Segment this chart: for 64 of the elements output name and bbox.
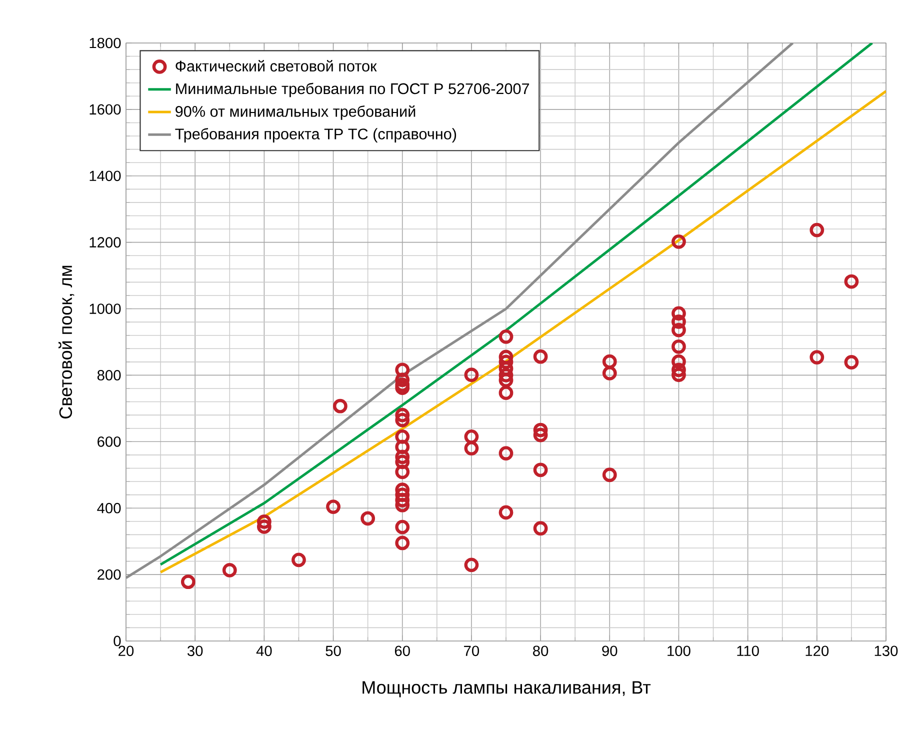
x-tick-label: 50 (326, 646, 341, 656)
y-tick-label: 200 (98, 569, 121, 580)
point (498, 505, 514, 520)
x-tick-label: 40 (256, 646, 272, 656)
point (464, 368, 479, 382)
point (395, 536, 410, 550)
point (602, 468, 617, 482)
legend-label: 90% от минимальных требований (176, 105, 416, 120)
point (464, 429, 479, 444)
point (810, 222, 824, 238)
point (395, 362, 410, 378)
point (360, 511, 376, 526)
point (395, 440, 410, 454)
y-tick-label: 1600 (90, 104, 121, 115)
y-tick-label: 1000 (90, 304, 121, 314)
point (326, 500, 340, 514)
x-tick-label: 90 (602, 646, 618, 656)
x-axis-title: Мощность лампы накаливания, Вт (362, 681, 651, 698)
point (498, 446, 514, 460)
point (844, 274, 859, 289)
point (672, 306, 686, 321)
x-tick-label: 60 (394, 646, 410, 656)
x-tick-label: 100 (668, 646, 690, 656)
y-tick-label: 1400 (90, 170, 121, 182)
point (602, 366, 617, 380)
x-tick-label: 30 (188, 646, 203, 656)
point (844, 355, 859, 370)
point (395, 520, 410, 534)
y-tick-label: 1800 (90, 38, 121, 48)
point (464, 441, 479, 456)
point (292, 552, 306, 568)
x-tick-label: 70 (464, 646, 480, 656)
point (498, 386, 514, 400)
point (533, 462, 548, 478)
point (672, 234, 686, 249)
x-tick-label: 110 (737, 646, 759, 656)
point (332, 398, 348, 414)
legend-label: Требования проекта ТР ТС (справочно) (175, 128, 456, 142)
point (533, 349, 548, 364)
point (533, 521, 548, 536)
x-tick-label: 80 (533, 646, 548, 656)
y-tick-label: 800 (97, 370, 121, 380)
point (498, 329, 514, 344)
point (180, 574, 196, 590)
y-axis-title: Световой поок, лм (58, 266, 74, 418)
point (602, 354, 617, 369)
y-tick-label: 1200 (90, 237, 121, 248)
point (810, 350, 824, 364)
point (672, 314, 686, 329)
point (395, 464, 410, 480)
point (222, 563, 237, 578)
legend-label: Фактический световой поток (176, 60, 377, 72)
y-tick-label: 400 (97, 502, 121, 514)
y-tick-label: 0 (114, 636, 121, 646)
point (395, 429, 410, 444)
x-tick-label: 20 (118, 646, 134, 656)
y-tick-label: 600 (98, 436, 121, 447)
point (464, 558, 479, 572)
point (672, 322, 686, 338)
point (672, 339, 686, 354)
x-tick-label: 120 (806, 646, 829, 656)
x-tick-label: 130 (874, 646, 898, 656)
legend-label: Минимальные требования по ГОСТ Р 52706-2007 (176, 82, 530, 98)
point (672, 354, 686, 369)
